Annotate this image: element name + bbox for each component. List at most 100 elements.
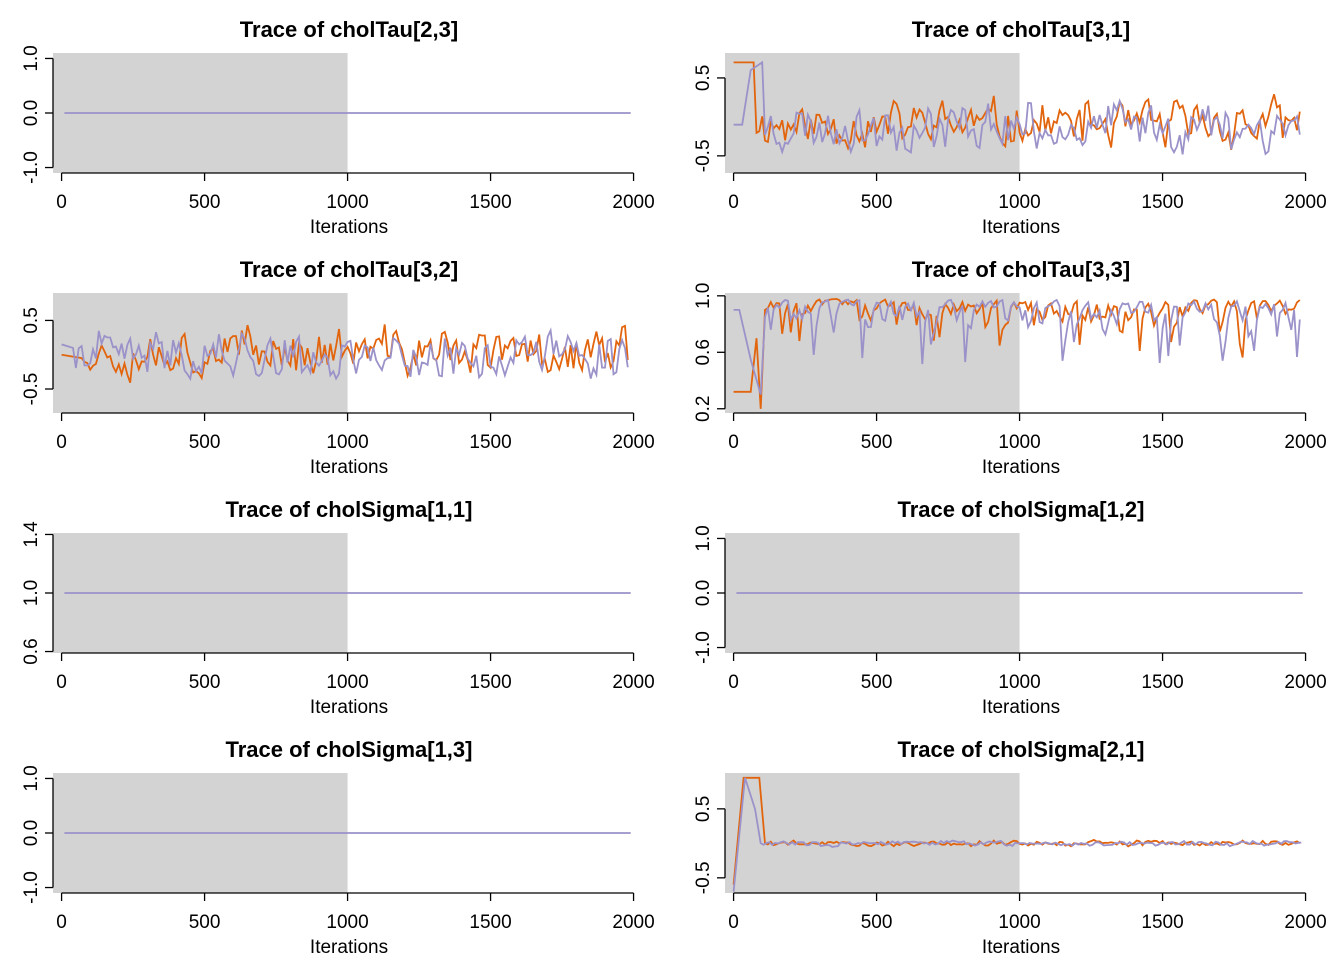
series-line-chain-1 xyxy=(61,327,629,382)
y-tick-label: 1.0 xyxy=(21,765,42,791)
x-tick-label: 1000 xyxy=(326,912,368,933)
y-tick-label: 1.0 xyxy=(693,525,714,551)
x-tick-label: 1500 xyxy=(469,192,511,213)
x-axis-label: Iterations xyxy=(310,217,388,238)
y-axis: -1.0 0.0 1.0 xyxy=(21,45,54,184)
trace-panel-2: Trace of cholTau[3,1] -0.5 0.5 0 500 1000 1500… xyxy=(693,17,1327,238)
series-line-chain-1 xyxy=(733,298,1301,395)
x-tick-label: 0 xyxy=(56,672,67,693)
trace-panel-4: Trace of cholTau[3,3] 0.2 0.6 1.0 0 500 1000 15… xyxy=(693,257,1327,478)
panel-title: Trace of cholTau[3,2] xyxy=(240,257,458,282)
y-axis: 0.6 1.0 1.4 xyxy=(21,521,54,665)
x-tick-label: 1000 xyxy=(998,912,1040,933)
panel-title: Trace of cholSigma[1,1] xyxy=(226,497,473,522)
x-tick-label: 1000 xyxy=(326,672,368,693)
y-tick-label: 0.0 xyxy=(21,100,42,126)
x-tick-label: 0 xyxy=(728,672,739,693)
x-tick-label: 1500 xyxy=(1141,192,1183,213)
x-tick-label: 2000 xyxy=(612,912,654,933)
x-axis: 0 500 1000 1500 2000 Iterations xyxy=(56,892,655,958)
y-tick-label: 1.0 xyxy=(21,45,42,71)
x-axis: 0 500 1000 1500 2000 Iterations xyxy=(56,652,655,718)
y-tick-label: -0.5 xyxy=(693,861,714,894)
trace-panel-6: Trace of cholSigma[1,2] -1.0 0.0 1.0 0 500 100… xyxy=(693,497,1327,718)
trace-panel-7: Trace of cholSigma[1,3] -1.0 0.0 1.0 0 500 100… xyxy=(21,737,655,958)
series-line-chain-1 xyxy=(733,60,1301,156)
x-tick-label: 0 xyxy=(56,192,67,213)
x-axis: 0 500 1000 1500 2000 Iterations xyxy=(728,172,1327,238)
x-axis: 0 500 1000 1500 2000 Iterations xyxy=(728,892,1327,958)
y-tick-label: 0.2 xyxy=(693,396,714,422)
y-axis: 0.2 0.6 1.0 xyxy=(693,283,726,422)
x-tick-label: 1500 xyxy=(469,672,511,693)
series-line-chain-1 xyxy=(732,777,1302,892)
y-tick-label: 0.6 xyxy=(693,339,714,365)
y-tick-label: 0.0 xyxy=(693,580,714,606)
x-axis-label: Iterations xyxy=(982,217,1060,238)
y-tick-label: -0.5 xyxy=(693,139,714,172)
trace-panel-1: Trace of cholTau[2,3] -1.0 0.0 1.0 0 500 1000 1… xyxy=(21,17,655,238)
x-tick-label: 0 xyxy=(728,192,739,213)
x-tick-label: 0 xyxy=(56,912,67,933)
y-axis: -0.5 0.5 xyxy=(21,307,54,406)
y-tick-label: 0.5 xyxy=(21,307,42,333)
y-axis: -0.5 0.5 xyxy=(693,796,726,894)
panel-title: Trace of cholSigma[2,1] xyxy=(898,737,1145,762)
x-axis-label: Iterations xyxy=(982,937,1060,958)
panel-title: Trace of cholSigma[1,2] xyxy=(898,497,1145,522)
y-tick-label: 0.6 xyxy=(21,638,42,664)
panel-title: Trace of cholSigma[1,3] xyxy=(226,737,473,762)
x-tick-label: 2000 xyxy=(1284,672,1326,693)
x-tick-label: 500 xyxy=(189,432,221,453)
x-tick-label: 1500 xyxy=(469,912,511,933)
x-tick-label: 1000 xyxy=(998,192,1040,213)
y-tick-label: 1.0 xyxy=(693,283,714,309)
y-axis: -1.0 0.0 1.0 xyxy=(693,525,726,664)
x-tick-label: 1000 xyxy=(998,432,1040,453)
x-axis: 0 500 1000 1500 2000 Iterations xyxy=(728,652,1327,718)
x-tick-label: 2000 xyxy=(612,192,654,213)
panel-title: Trace of cholTau[3,1] xyxy=(912,17,1130,42)
burnin-region xyxy=(725,773,1020,893)
y-tick-label: 0.5 xyxy=(693,796,714,822)
y-tick-label: 1.0 xyxy=(21,580,42,606)
y-tick-label: 1.4 xyxy=(21,521,42,548)
trace-panel-5: Trace of cholSigma[1,1] 0.6 1.0 1.4 0 500 1000… xyxy=(21,497,655,718)
y-tick-label: 0.0 xyxy=(21,820,42,846)
x-tick-label: 1000 xyxy=(998,672,1040,693)
x-tick-label: 2000 xyxy=(612,432,654,453)
x-tick-label: 1500 xyxy=(1141,672,1183,693)
x-tick-label: 2000 xyxy=(1284,912,1326,933)
x-axis: 0 500 1000 1500 2000 Iterations xyxy=(728,412,1327,478)
x-tick-label: 500 xyxy=(861,912,893,933)
x-axis-label: Iterations xyxy=(310,697,388,718)
x-tick-label: 2000 xyxy=(1284,432,1326,453)
y-axis: -1.0 0.0 1.0 xyxy=(21,765,54,904)
x-tick-label: 1500 xyxy=(1141,912,1183,933)
trace-panel-3: Trace of cholTau[3,2] -0.5 0.5 0 500 1000 1500… xyxy=(21,257,655,478)
x-tick-label: 500 xyxy=(189,192,221,213)
trace-panel-8: Trace of cholSigma[2,1] -0.5 0.5 0 500 1000 15… xyxy=(693,737,1327,958)
x-tick-label: 1500 xyxy=(1141,432,1183,453)
panel-title: Trace of cholTau[3,3] xyxy=(912,257,1130,282)
x-axis: 0 500 1000 1500 2000 Iterations xyxy=(56,412,655,478)
x-tick-label: 1000 xyxy=(326,432,368,453)
y-axis: -0.5 0.5 xyxy=(693,65,726,172)
x-tick-label: 1500 xyxy=(469,432,511,453)
x-axis-label: Iterations xyxy=(310,457,388,478)
x-tick-label: 500 xyxy=(861,432,893,453)
burnin-region xyxy=(725,53,1020,173)
y-tick-label: 0.5 xyxy=(693,65,714,91)
x-tick-label: 0 xyxy=(728,912,739,933)
x-tick-label: 1000 xyxy=(326,192,368,213)
y-tick-label: -0.5 xyxy=(21,373,42,406)
x-axis: 0 500 1000 1500 2000 Iterations xyxy=(56,172,655,238)
x-axis-label: Iterations xyxy=(982,697,1060,718)
y-tick-label: -1.0 xyxy=(21,871,42,904)
x-tick-label: 0 xyxy=(728,432,739,453)
x-tick-label: 500 xyxy=(189,912,221,933)
x-tick-label: 500 xyxy=(861,192,893,213)
x-tick-label: 2000 xyxy=(1284,192,1326,213)
x-tick-label: 2000 xyxy=(612,672,654,693)
